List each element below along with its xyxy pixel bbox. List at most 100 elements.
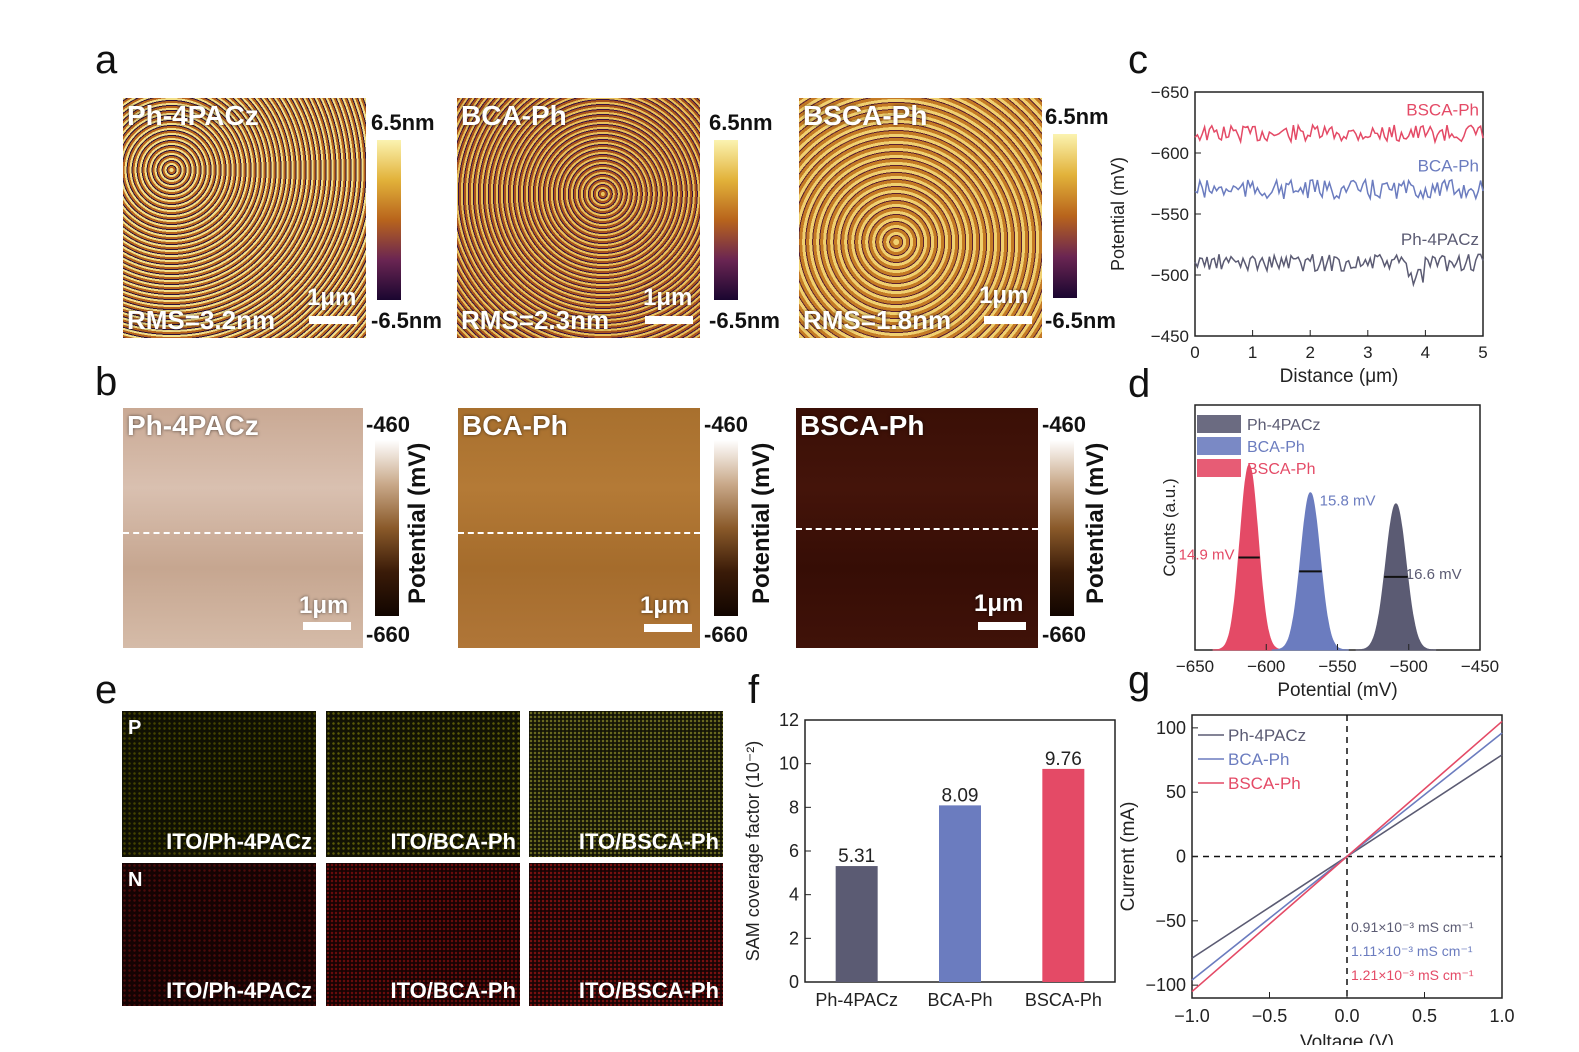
kpfm-title: BCA-Ph (462, 410, 568, 441)
legend-label: BSCA-Ph (1247, 461, 1315, 478)
x-axis-label: Potential (mV) (1277, 680, 1397, 701)
line-profile-marker (796, 528, 1038, 530)
y-axis-label: Current (mA) (1118, 802, 1139, 912)
legend-label: BCA-Ph (1228, 750, 1289, 769)
kpfm-colorbar-min: -660 (704, 622, 749, 647)
bar-bca-ph (939, 805, 981, 982)
legend-swatch (1197, 415, 1241, 433)
scale-bar (303, 622, 351, 630)
legend-label: Ph-4PACz (1247, 417, 1321, 434)
afm-image-bcaph: BCA-Ph RMS=2.3nm 1μm (457, 98, 700, 338)
x-tick-label: −1.0 (1174, 1006, 1210, 1026)
y-tick-label: 6 (789, 841, 799, 861)
x-tick-label: BSCA-Ph (1025, 990, 1102, 1010)
eds-row-label: P (128, 717, 142, 739)
chart-g-iv-curves: Ph-4PACz 0.91×10⁻³ mS cm⁻¹ BCA-Ph 1.11×10⁻³… (1118, 714, 1515, 1045)
fwhm-label: 14.9 mV (1179, 547, 1235, 564)
y-tick-label: 2 (789, 928, 799, 948)
afm-title: BSCA-Ph (803, 100, 928, 131)
scale-bar (645, 316, 693, 324)
scale-bar-label: 1μm (299, 592, 349, 619)
afm-colorbar-max: 6.5nm (1045, 104, 1109, 129)
scale-bar (644, 624, 692, 632)
x-tick-label: −650 (1176, 657, 1214, 676)
afm-colorbar-max: 6.5nm (371, 110, 435, 135)
eds-sample-label: ITO/Ph-4PACz (166, 829, 312, 854)
y-tick-label: −650 (1151, 83, 1189, 102)
scale-bar-label: 1μm (307, 284, 357, 311)
x-tick-label: BCA-Ph (927, 990, 992, 1010)
eds-sample-label: ITO/BSCA-Ph (578, 829, 719, 854)
kpfm-colorbar (375, 440, 399, 616)
kpfm-image-bscaph: BSCA-Ph 1μm (796, 408, 1038, 648)
eds-map-n-ph4pacz: N ITO/Ph-4PACz (122, 863, 316, 1006)
panel-letter-a: a (95, 38, 118, 82)
x-tick-label: 5 (1478, 343, 1487, 362)
kpfm-image-bcaph: BCA-Ph 1μm (458, 408, 700, 648)
series-line-bsca-ph (1194, 123, 1484, 145)
fwhm-label: 16.6 mV (1406, 566, 1462, 583)
afm-image-ph4pacz: Ph-4PACz RMS=3.2nm 1μm (123, 98, 366, 338)
plot-frame (1194, 91, 1484, 337)
bar-bsca-ph (1042, 768, 1085, 982)
conductivity-label: 0.91×10⁻³ mS cm⁻¹ (1351, 919, 1474, 935)
kpfm-colorbar-min: -660 (366, 622, 411, 647)
x-tick-label: −0.5 (1252, 1006, 1288, 1026)
legend-swatch (1197, 459, 1241, 477)
afm-title: Ph-4PACz (127, 100, 259, 131)
y-tick-label: 8 (789, 797, 799, 817)
y-tick-label: −600 (1151, 144, 1189, 163)
series-label: BSCA-Ph (1406, 100, 1479, 119)
panel-letter-b: b (95, 360, 118, 404)
kpfm-colorbar-max: -460 (366, 412, 411, 437)
y-axis-label: Potential (mV) (1108, 157, 1128, 271)
afm-rms: RMS=2.3nm (461, 305, 610, 335)
bar-value-label: 9.76 (1045, 749, 1082, 770)
x-tick-label: 1 (1248, 343, 1257, 362)
afm-colorbar-min: -6.5nm (1045, 308, 1116, 333)
y-tick-label: −450 (1151, 327, 1189, 346)
afm-colorbar-max: 6.5nm (709, 110, 773, 135)
x-tick-label: −600 (1247, 657, 1285, 676)
scale-bar (984, 316, 1032, 324)
kpfm-colorbar (714, 440, 738, 616)
iv-line-bsca-ph (1191, 720, 1503, 993)
scale-bar-label: 1μm (979, 282, 1029, 309)
bar-value-label: 8.09 (942, 785, 979, 806)
legend-label: Ph-4PACz (1228, 726, 1306, 745)
x-tick-label: 4 (1421, 343, 1430, 362)
kpfm-colorbar-label: Potential (mV) (404, 442, 431, 604)
eds-sample-label: ITO/BSCA-Ph (578, 978, 719, 1003)
scale-bar (309, 316, 357, 324)
series-line-bca-ph (1194, 177, 1484, 202)
y-tick-label: 12 (779, 710, 799, 730)
bar-value-label: 5.31 (838, 846, 875, 867)
chart-d-potential-distribution: 14.9 mV 15.8 mV 16.6 mV −650 −600 −550 −500 −45… (1160, 404, 1499, 701)
panel-letter-g: g (1128, 658, 1151, 702)
y-tick-label: −550 (1151, 205, 1189, 224)
eds-map-p-ph4pacz: P ITO/Ph-4PACz (122, 711, 316, 857)
y-tick-label: −100 (1145, 975, 1186, 995)
x-tick-label: 0.0 (1334, 1006, 1359, 1026)
y-tick-label: 100 (1156, 718, 1186, 738)
panel-letter-e: e (95, 668, 118, 712)
conductivity-label: 1.11×10⁻³ mS cm⁻¹ (1351, 943, 1473, 959)
panel-letter-c: c (1128, 38, 1148, 82)
kpfm-image-ph4pacz: Ph-4PACz 1μm (123, 408, 363, 648)
eds-sample-label: ITO/BCA-Ph (390, 829, 516, 854)
eds-sample-label: ITO/Ph-4PACz (166, 978, 312, 1003)
afm-colorbar-min: -6.5nm (709, 308, 780, 333)
afm-colorbar (377, 140, 401, 300)
x-tick-label: −550 (1318, 657, 1356, 676)
line-profile-marker (123, 532, 363, 534)
eds-map-n-bcaph: ITO/BCA-Ph (326, 863, 520, 1006)
x-tick-label: 3 (1363, 343, 1372, 362)
afm-colorbar (1053, 134, 1077, 298)
line-profile-marker (458, 532, 700, 534)
chart-c-potential-profile: 0 1 2 3 4 5 −650 −600 −550 −500 −450 Distance (μm) P… (1108, 83, 1488, 387)
kpfm-colorbar (1050, 440, 1074, 616)
kpfm-colorbar-max: -460 (1042, 412, 1087, 437)
scale-bar-label: 1μm (640, 592, 690, 619)
eds-row-label: N (128, 869, 143, 891)
kpfm-colorbar-max: -460 (704, 412, 749, 437)
